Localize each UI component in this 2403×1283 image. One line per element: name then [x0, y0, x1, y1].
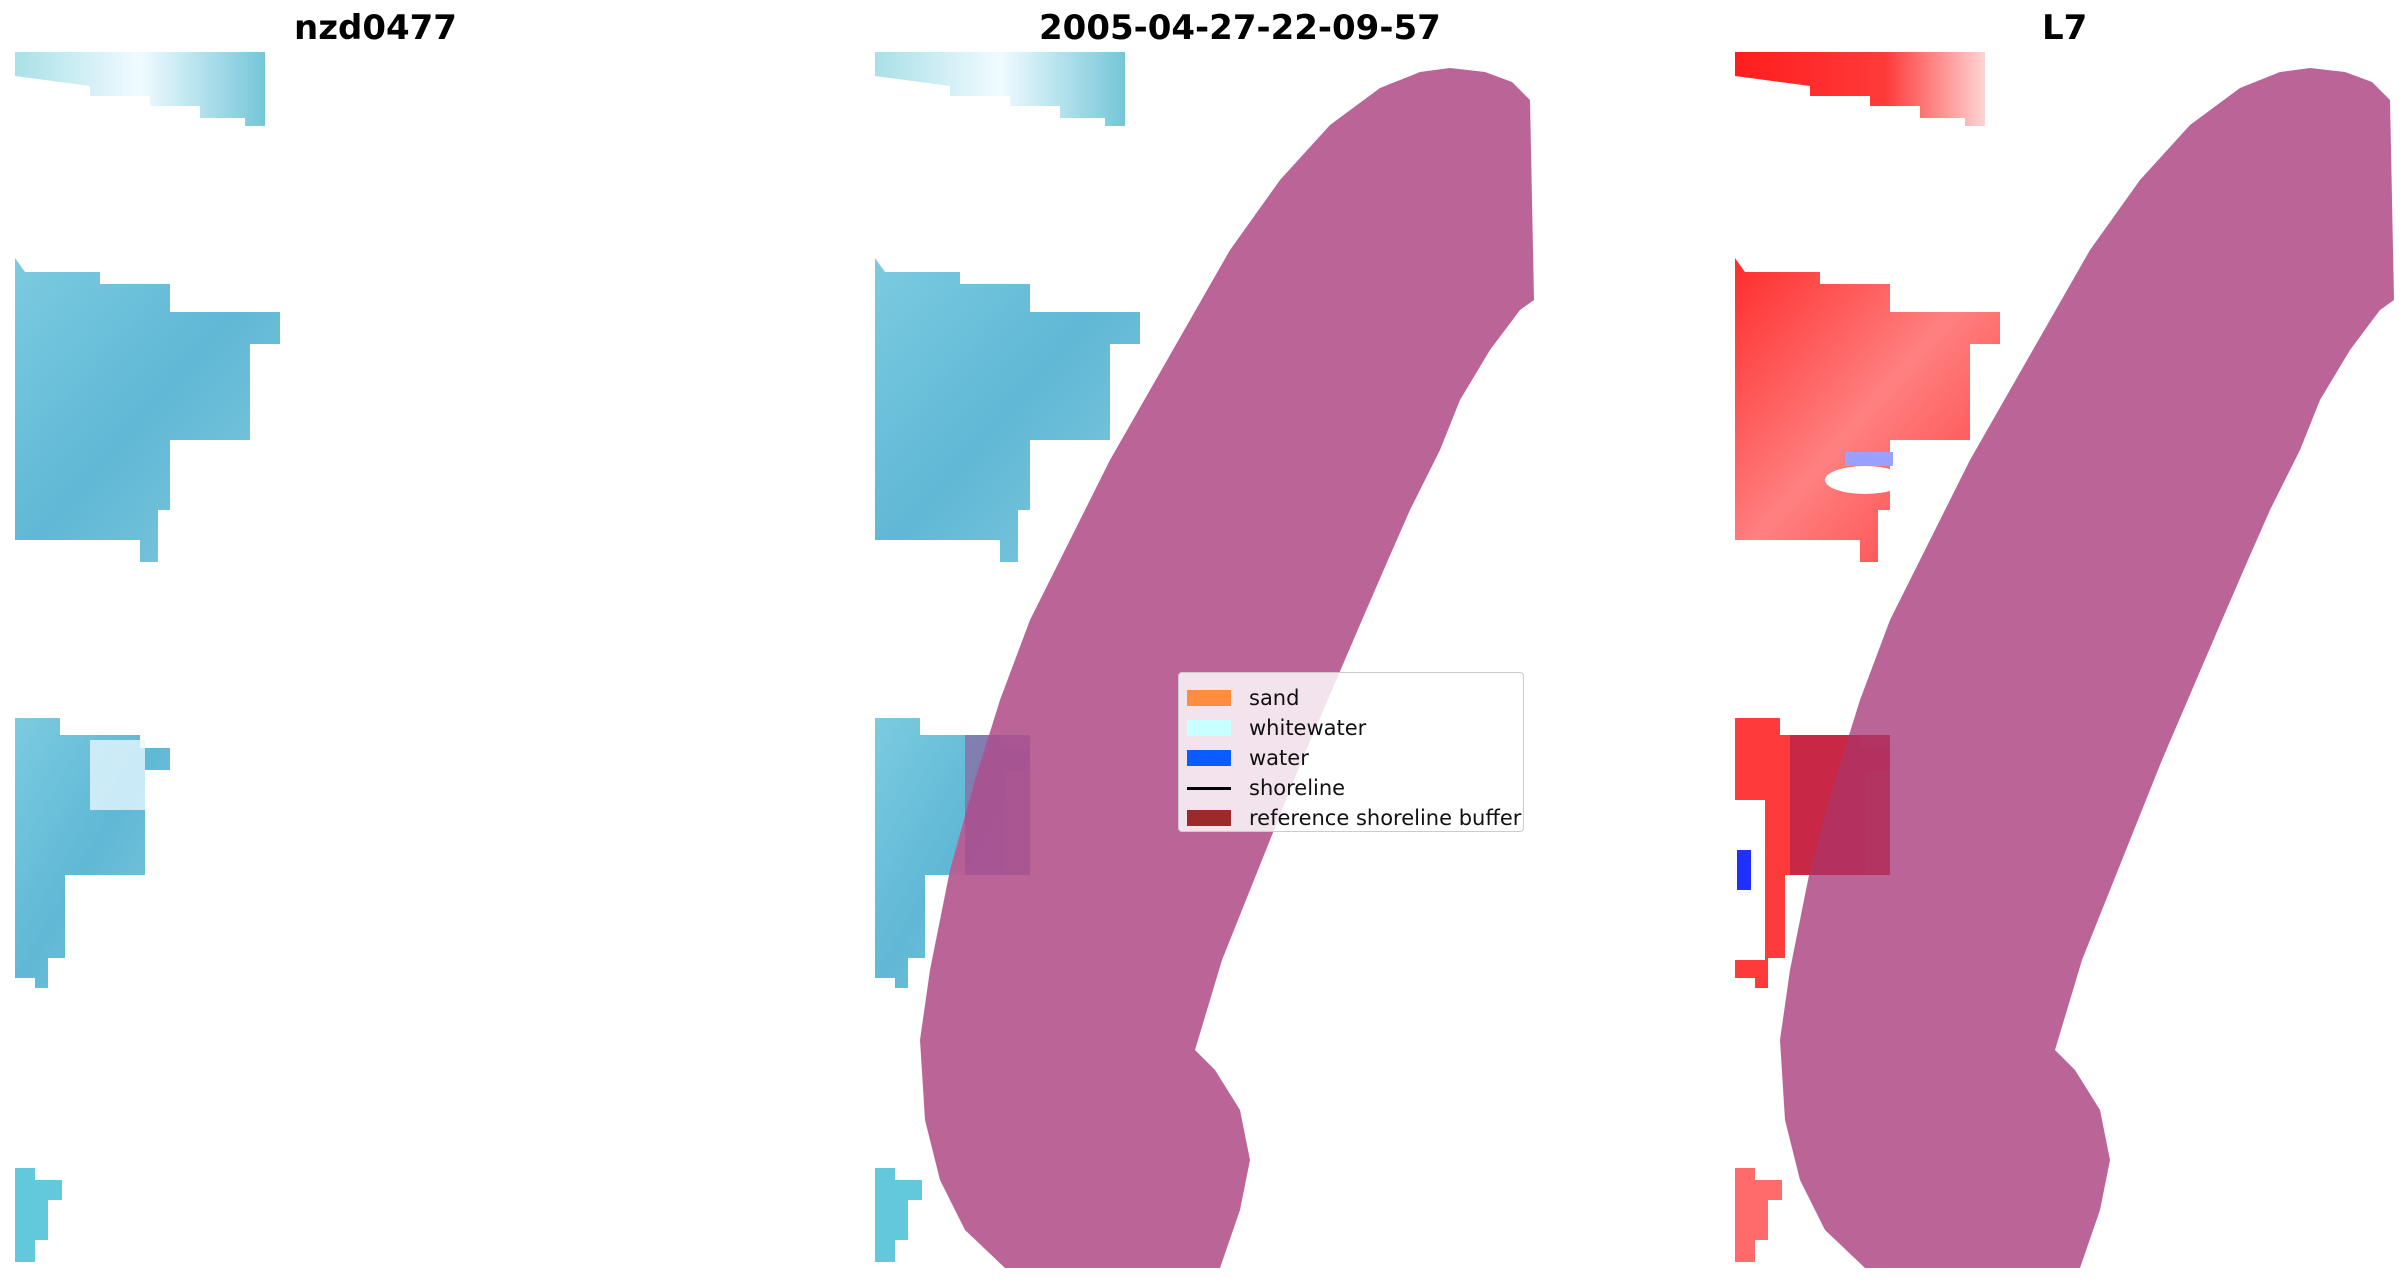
legend-label: shoreline [1249, 776, 1346, 800]
legend-item-sand: sand [1187, 685, 1299, 711]
index-white-spot [1825, 466, 1905, 494]
water-patch-bottom [15, 1168, 62, 1262]
water-swatch [1187, 750, 1231, 766]
rgb-image-panel [15, 52, 280, 1262]
water-patch-top [15, 52, 265, 126]
buffer-overlap-shade [1790, 735, 1890, 875]
legend-label: sand [1249, 686, 1300, 710]
legend-label: water [1249, 746, 1309, 770]
reference-shoreline-buffer [1780, 68, 2394, 1268]
water-patch-upper [15, 258, 280, 562]
whitewater-highlight [90, 740, 145, 810]
index-patch-top [1735, 52, 1985, 126]
shoreline-line-swatch [1187, 786, 1231, 790]
water-patch-upper [875, 258, 1140, 562]
water-patch-top [875, 52, 1125, 126]
index-image-panel [1735, 52, 2394, 1268]
panel-title-rgb: nzd0477 [294, 8, 457, 48]
legend-label: whitewater [1249, 716, 1367, 740]
legend-item-water: water [1187, 745, 1309, 771]
index-blue-strip [1737, 850, 1751, 890]
panel-title-classified: 2005-04-27-22-09-57 [1039, 8, 1441, 48]
legend-item-buffer: reference shoreline buffer [1187, 805, 1521, 831]
buffer-swatch [1187, 810, 1231, 826]
index-patch-bottom [1735, 1168, 1782, 1262]
legend-item-shoreline: shoreline [1187, 775, 1345, 801]
index-blue-spot [1845, 452, 1893, 466]
buffer-overlap-shade [965, 735, 1030, 875]
index-patch-upper [1735, 258, 2000, 562]
whitewater-swatch [1187, 720, 1231, 736]
classified-image-panel [875, 52, 1534, 1268]
legend-label: reference shoreline buffer [1249, 806, 1522, 830]
water-patch-bottom [875, 1168, 922, 1262]
legend: sand whitewater water shoreline referenc… [1178, 672, 1524, 832]
panel-title-index: L7 [2042, 8, 2088, 48]
reference-shoreline-buffer [920, 68, 1534, 1268]
legend-item-whitewater: whitewater [1187, 715, 1366, 741]
sand-swatch [1187, 690, 1231, 706]
